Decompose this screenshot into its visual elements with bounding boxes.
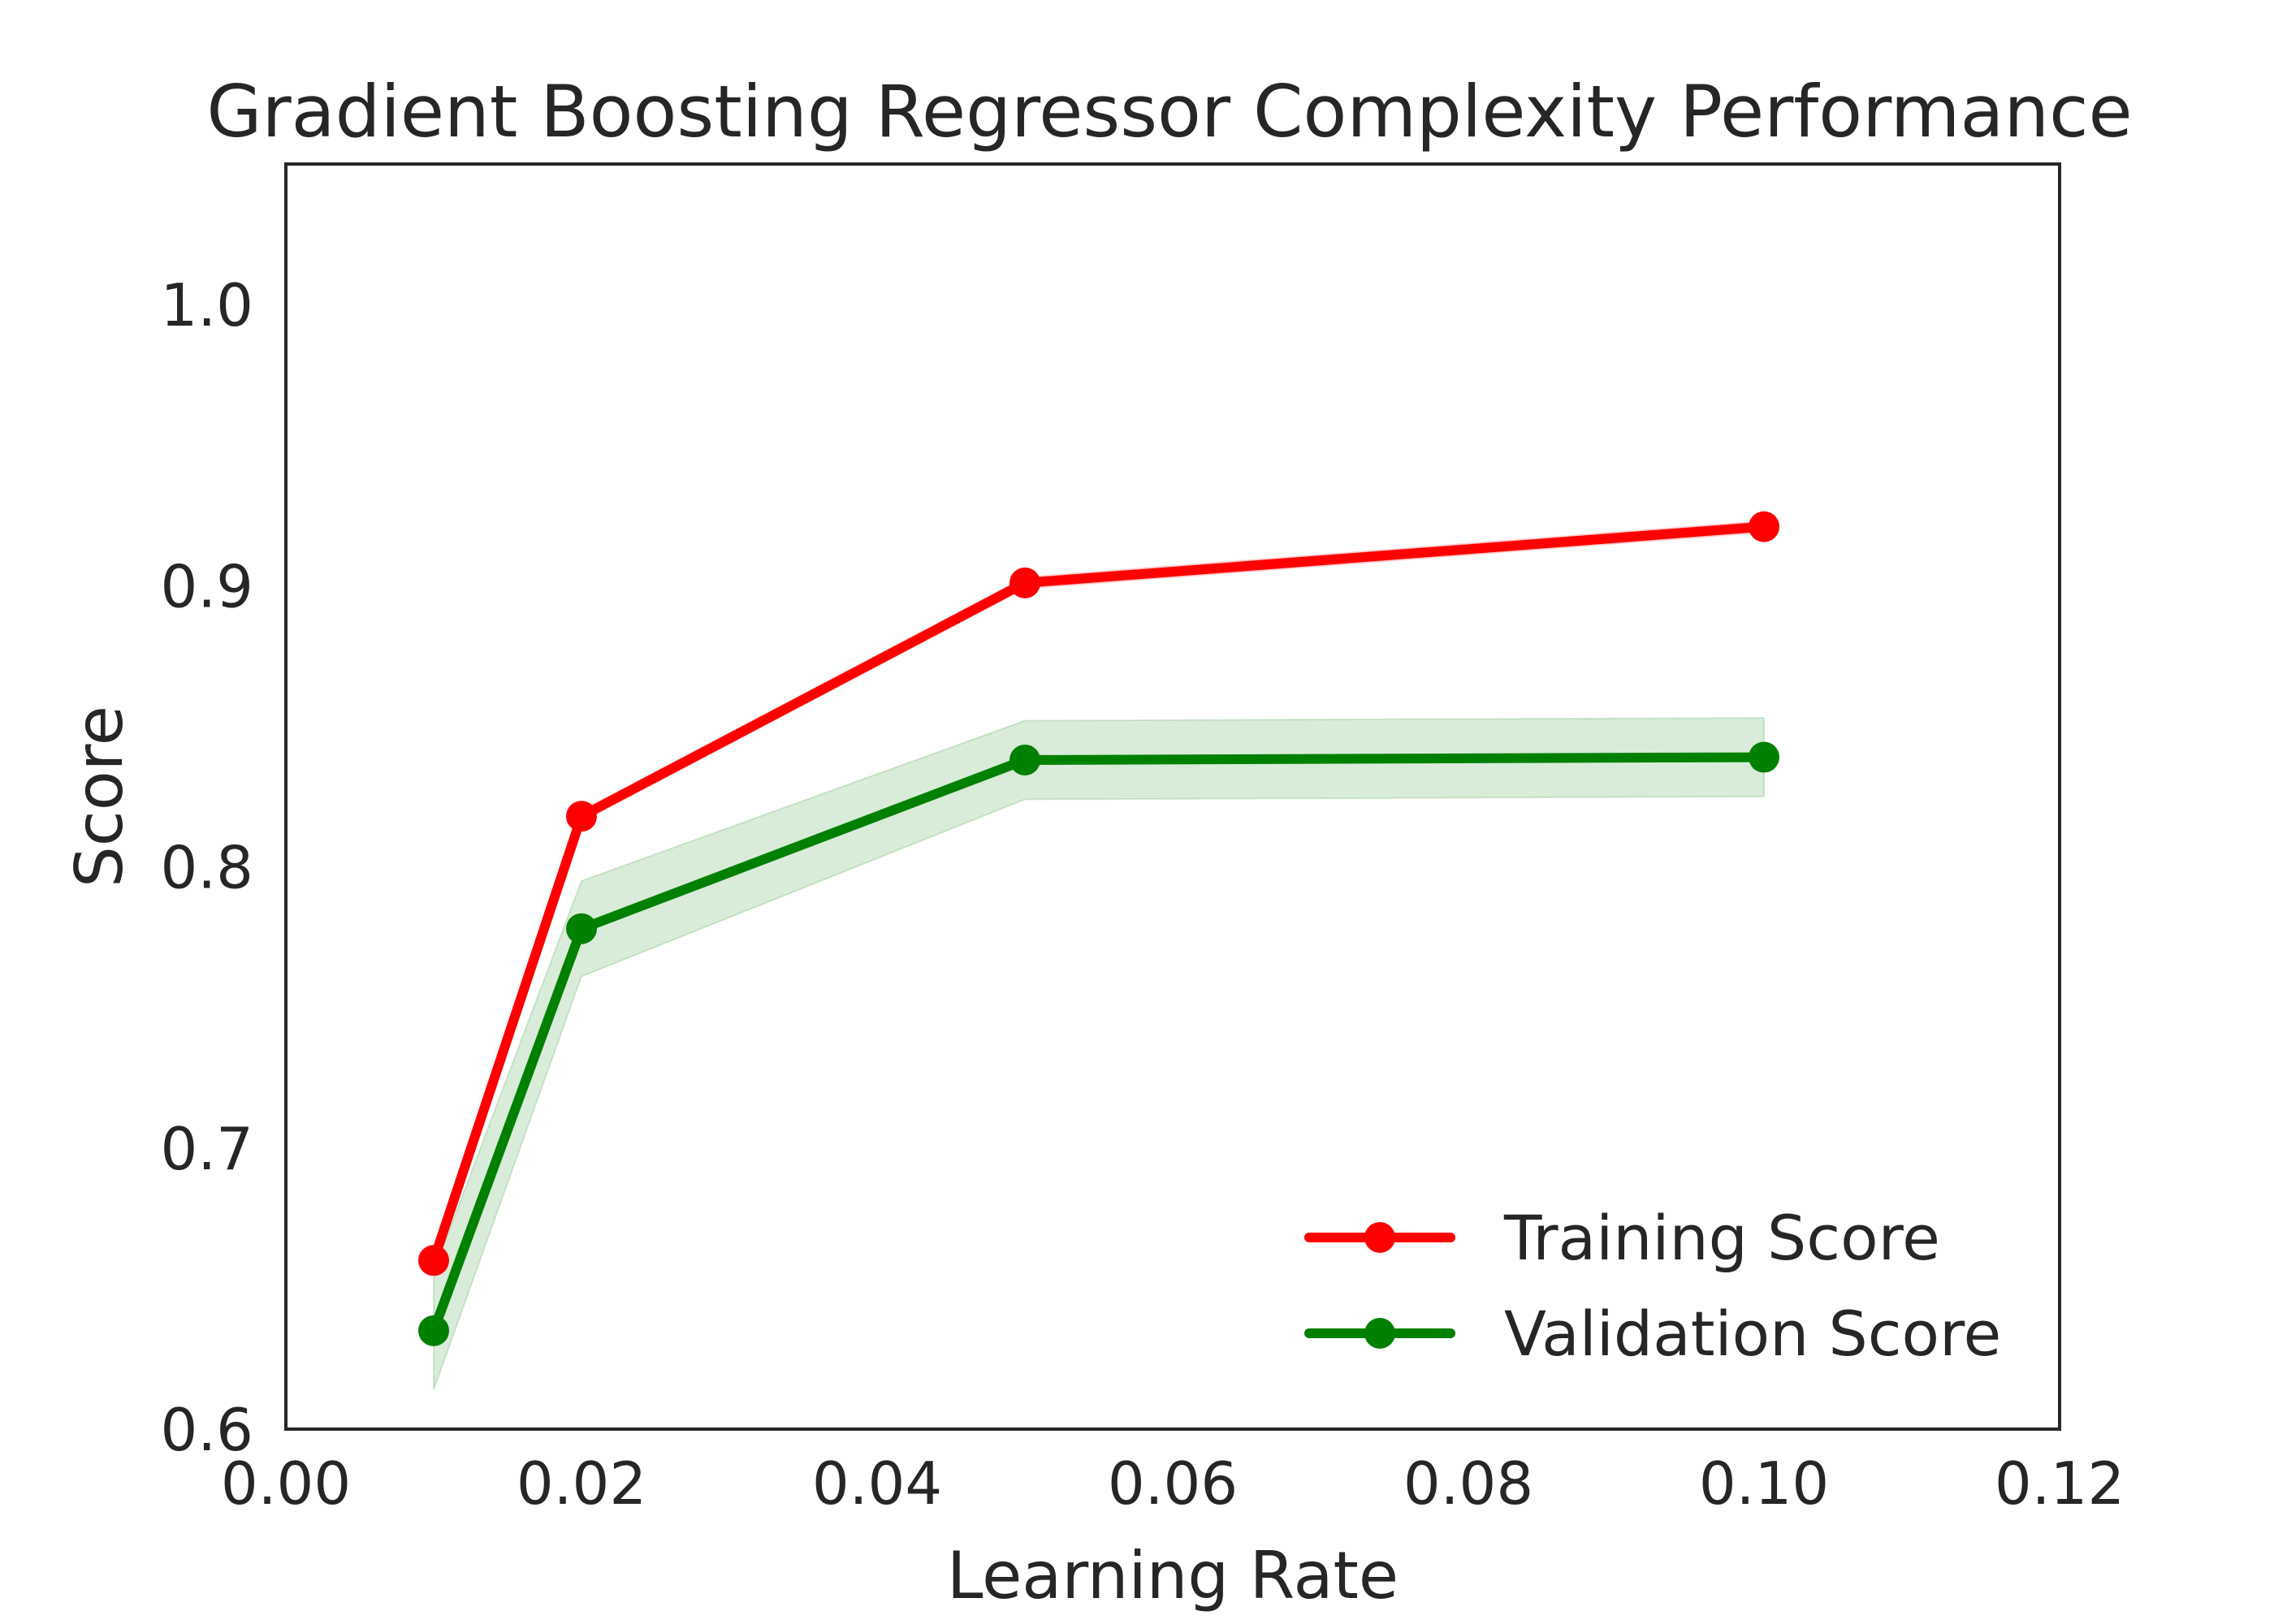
training-score-point xyxy=(1749,511,1779,542)
legend-training-score-marker xyxy=(1364,1222,1395,1253)
training-score-point xyxy=(418,1245,449,1276)
plot-frame xyxy=(284,162,2061,1431)
x-axis-label: Learning Rate xyxy=(947,1538,1399,1613)
validation-score-point xyxy=(1009,744,1040,775)
training-score-line xyxy=(429,521,1769,1266)
y-tick-label: 0.6 xyxy=(160,1396,253,1464)
x-tick-label: 0.08 xyxy=(1403,1449,1533,1518)
legend-training-score-label: Training Score xyxy=(1503,1202,1940,1274)
series-markers xyxy=(418,511,1779,1346)
y-tick-label: 0.9 xyxy=(160,552,253,620)
y-axis-ticks: 0.6 0.7 0.8 0.9 1.0 xyxy=(160,271,253,1464)
x-tick-label: 0.02 xyxy=(517,1449,646,1518)
x-tick-label: 0.06 xyxy=(1108,1449,1238,1518)
x-axis-ticks: 0.00 0.02 0.04 0.06 0.08 0.10 0.12 xyxy=(221,1449,2125,1518)
legend-validation-score-marker xyxy=(1364,1318,1395,1349)
x-tick-label: 0.10 xyxy=(1699,1449,1829,1518)
y-tick-label: 1.0 xyxy=(160,271,253,339)
x-tick-label: 0.00 xyxy=(221,1449,351,1518)
validation-score-point xyxy=(566,913,597,944)
y-axis-label: Score xyxy=(62,706,137,888)
validation-score-band xyxy=(433,717,1765,1390)
legend: Training Score Validation Score xyxy=(1304,1202,2001,1370)
training-score-point xyxy=(566,801,597,832)
legend-validation-score-label: Validation Score xyxy=(1504,1298,2001,1370)
validation-score-line xyxy=(429,752,1769,1336)
series-lines xyxy=(429,521,1769,1336)
validation-score-point xyxy=(1749,741,1779,773)
chart-title: Gradient Boosting Regressor Complexity P… xyxy=(206,70,2132,153)
x-tick-label: 0.04 xyxy=(812,1449,942,1518)
y-tick-label: 0.8 xyxy=(160,834,253,902)
training-score-point xyxy=(1009,567,1040,598)
y-tick-label: 0.7 xyxy=(160,1115,253,1183)
x-tick-label: 0.12 xyxy=(1995,1449,2125,1518)
validation-score-point xyxy=(418,1315,449,1346)
